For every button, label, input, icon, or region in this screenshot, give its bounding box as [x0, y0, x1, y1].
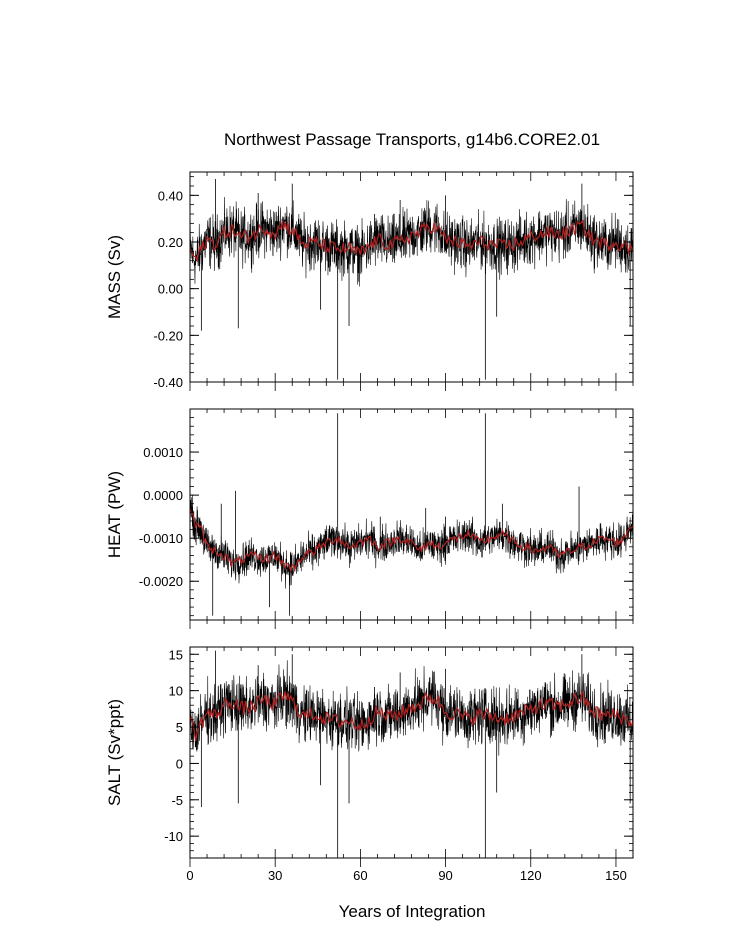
x-axis: 0 30 60 90 120 150 [186, 858, 627, 883]
monthly-series-line [190, 660, 633, 756]
x-axis-label: Years of Integration [339, 902, 486, 921]
y-tick-label: 5 [176, 720, 183, 735]
y-tick-label: 0 [176, 756, 183, 771]
y-tick-label: 0.00 [158, 282, 183, 297]
y-tick-label: 0.0010 [143, 445, 183, 460]
chart-title: Northwest Passage Transports, g14b6.CORE… [224, 130, 600, 149]
x-tick-label: 30 [268, 868, 282, 883]
x-tick-label: 60 [353, 868, 367, 883]
x-tick-label: 90 [438, 868, 452, 883]
x-tick-label: 120 [520, 868, 542, 883]
annual-mean-line [190, 691, 633, 742]
y-tick-label: -10 [164, 829, 183, 844]
y-axis-label: HEAT (PW) [105, 471, 124, 558]
annual-mean-line [190, 219, 633, 263]
y-axis-label: MASS (Sv) [105, 235, 124, 319]
y-tick-label: 10 [169, 684, 183, 699]
panel-3: -10 -5 0 5 10 15 SALT (Sv*ppt) [105, 646, 634, 859]
y-tick-label: 0.20 [158, 235, 183, 250]
panel-1: -0.40 -0.20 0.00 0.20 0.40 MASS (Sv) [105, 171, 634, 391]
y-tick-label: -0.20 [153, 328, 183, 343]
panel-frame [189, 646, 634, 859]
panel-frame [189, 408, 634, 621]
y-tick-label: -5 [171, 793, 183, 808]
y-axis-label: SALT (Sv*ppt) [105, 699, 124, 806]
x-tick-label: 0 [186, 868, 193, 883]
annual-mean-line [190, 508, 633, 574]
x-tick-label: 150 [605, 868, 627, 883]
y-tick-label: -0.0010 [139, 531, 183, 546]
y-tick-label: -0.40 [153, 375, 183, 390]
monthly-series-line [190, 495, 633, 589]
y-tick-label: 0.40 [158, 188, 183, 203]
monthly-series-line [190, 197, 633, 287]
y-tick-label: 15 [169, 647, 183, 662]
y-tick-label: 0.0000 [143, 488, 183, 503]
y-tick-label: -0.0020 [139, 574, 183, 589]
panel-2: -0.0020 -0.0010 0.0000 0.0010 HEAT (PW) [105, 408, 634, 629]
